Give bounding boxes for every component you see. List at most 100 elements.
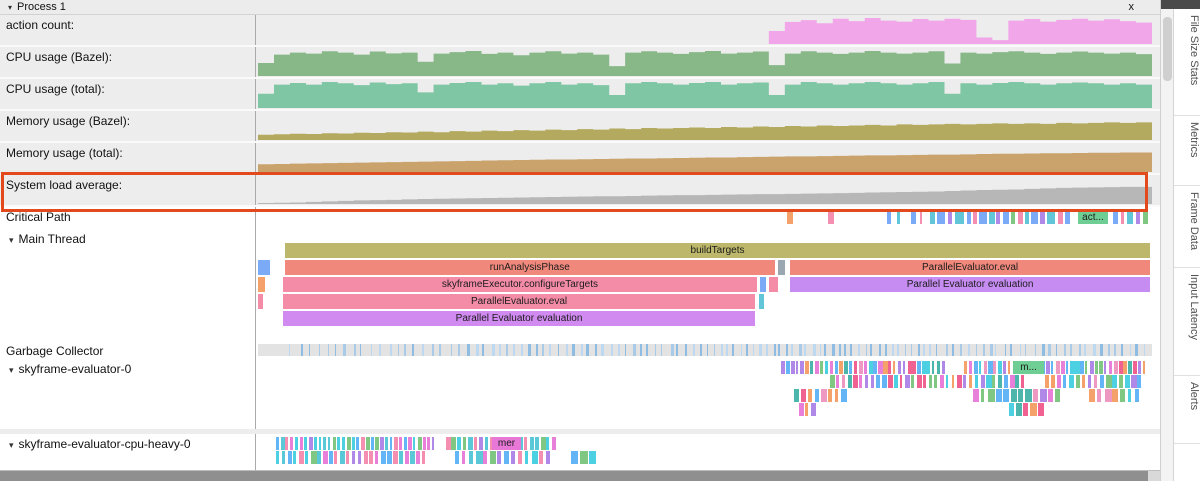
- labeled-slice[interactable]: mer: [492, 437, 521, 450]
- gc-tick[interactable]: [838, 344, 841, 356]
- slice[interactable]: [1002, 211, 1009, 224]
- trace-slice[interactable]: [1055, 361, 1060, 374]
- trace-slice[interactable]: [829, 361, 834, 374]
- trace-slice[interactable]: [304, 437, 308, 450]
- trace-slice[interactable]: [1023, 403, 1028, 416]
- trace-slice[interactable]: [1100, 375, 1104, 388]
- gc-tick[interactable]: [439, 344, 441, 356]
- trace-slice[interactable]: [454, 451, 460, 464]
- trace-slice[interactable]: [539, 451, 544, 464]
- slice[interactable]: [966, 211, 972, 224]
- gc-tick[interactable]: [922, 344, 926, 356]
- trace-slice[interactable]: [384, 437, 388, 450]
- trace-slice[interactable]: [275, 437, 280, 450]
- slice[interactable]: [1010, 211, 1016, 224]
- gc-tick[interactable]: [878, 344, 882, 356]
- trace-slice[interactable]: [815, 361, 819, 374]
- trace-slice[interactable]: [974, 375, 978, 388]
- gc-chart[interactable]: [256, 341, 1160, 359]
- trace-slice[interactable]: [342, 437, 345, 450]
- trace-slice[interactable]: [334, 451, 338, 464]
- trace-slice[interactable]: [517, 451, 522, 464]
- trace-slice[interactable]: [375, 437, 379, 450]
- trace-slice[interactable]: [422, 437, 426, 450]
- trace-slice[interactable]: [462, 437, 467, 450]
- trace-slice[interactable]: [1093, 375, 1098, 388]
- trace-slice[interactable]: [363, 451, 369, 464]
- trace-slice[interactable]: [398, 437, 402, 450]
- mem-total-chart[interactable]: [256, 143, 1160, 173]
- trace-slice[interactable]: [1030, 403, 1038, 416]
- gc-tick[interactable]: [1113, 344, 1117, 356]
- trace-slice[interactable]: [801, 389, 807, 402]
- trace-slice[interactable]: [1032, 389, 1038, 402]
- trace-slice[interactable]: [370, 437, 374, 450]
- main-thread-flame-chart[interactable]: buildTargets runAnalysisPhase ParallelEva…: [256, 229, 1160, 341]
- trace-slice[interactable]: [1055, 389, 1061, 402]
- labeled-slice[interactable]: skyframeExecutor.configureTargets: [283, 277, 757, 292]
- trace-slice[interactable]: [1009, 375, 1015, 388]
- trace-slice[interactable]: [888, 375, 894, 388]
- trace-slice[interactable]: [1133, 361, 1137, 374]
- trace-slice[interactable]: [905, 375, 910, 388]
- trace-slice[interactable]: [346, 437, 351, 450]
- gc-tick[interactable]: [904, 344, 906, 356]
- trace-slice[interactable]: [907, 361, 912, 374]
- trace-slice[interactable]: [805, 361, 809, 374]
- trace-slice[interactable]: [588, 451, 596, 464]
- trace-slice[interactable]: [1128, 361, 1132, 374]
- trace-slice[interactable]: [964, 361, 968, 374]
- chevron-down-icon[interactable]: ▾: [9, 440, 14, 450]
- trace-slice[interactable]: [876, 375, 880, 388]
- trace-slice[interactable]: [551, 437, 557, 450]
- gc-tick[interactable]: [624, 344, 627, 356]
- trace-slice[interactable]: [1003, 389, 1009, 402]
- trace-slice[interactable]: [1047, 389, 1054, 402]
- trace-slice[interactable]: [1010, 389, 1018, 402]
- trace-slice[interactable]: [995, 389, 1002, 402]
- gc-tick[interactable]: [936, 344, 938, 356]
- trace-slice[interactable]: [473, 437, 477, 450]
- labeled-slice[interactable]: act...: [1077, 211, 1109, 224]
- trace-slice[interactable]: [369, 451, 373, 464]
- trace-slice[interactable]: [969, 375, 973, 388]
- labeled-slice[interactable]: runAnalysisPhase: [284, 260, 775, 275]
- trace-slice[interactable]: [1021, 375, 1025, 388]
- trace-slice[interactable]: [375, 451, 379, 464]
- gc-tick[interactable]: [359, 344, 362, 356]
- trace-slice[interactable]: [870, 375, 874, 388]
- gc-tick[interactable]: [1100, 344, 1103, 356]
- trace-slice[interactable]: [1009, 403, 1015, 416]
- trace-slice[interactable]: [841, 389, 848, 402]
- trace-slice[interactable]: [546, 451, 550, 464]
- gc-tick[interactable]: [411, 344, 415, 356]
- gc-tick[interactable]: [1079, 344, 1081, 356]
- trace-slice[interactable]: [351, 437, 355, 450]
- trace-slice[interactable]: [381, 451, 386, 464]
- trace-slice[interactable]: [912, 361, 917, 374]
- tab-metrics[interactable]: Metrics: [1174, 116, 1200, 186]
- tab-alerts[interactable]: Alerts: [1174, 376, 1200, 444]
- gc-tick[interactable]: [975, 344, 977, 356]
- trace-slice[interactable]: [305, 451, 308, 464]
- slice[interactable]: [1058, 211, 1064, 224]
- slice[interactable]: [1031, 211, 1038, 224]
- gc-tick[interactable]: [498, 344, 502, 356]
- chevron-down-icon[interactable]: ▾: [9, 365, 14, 375]
- trace-slice[interactable]: [821, 389, 828, 402]
- trace-slice[interactable]: [1108, 361, 1113, 374]
- tab-frame-data[interactable]: Frame Data: [1174, 186, 1200, 268]
- slice[interactable]: [787, 211, 794, 224]
- gc-tick[interactable]: [379, 344, 382, 356]
- trace-slice[interactable]: [849, 361, 853, 374]
- slice[interactable]: [258, 277, 266, 292]
- slice[interactable]: [258, 294, 264, 309]
- trace-slice[interactable]: [1017, 389, 1023, 402]
- gc-tick[interactable]: [1063, 344, 1067, 356]
- trace-slice[interactable]: [1137, 361, 1142, 374]
- gc-tick[interactable]: [732, 344, 734, 356]
- trace-slice[interactable]: [922, 361, 927, 374]
- trace-slice[interactable]: [299, 437, 304, 450]
- trace-slice[interactable]: [546, 437, 549, 450]
- trace-slice[interactable]: [1040, 389, 1048, 402]
